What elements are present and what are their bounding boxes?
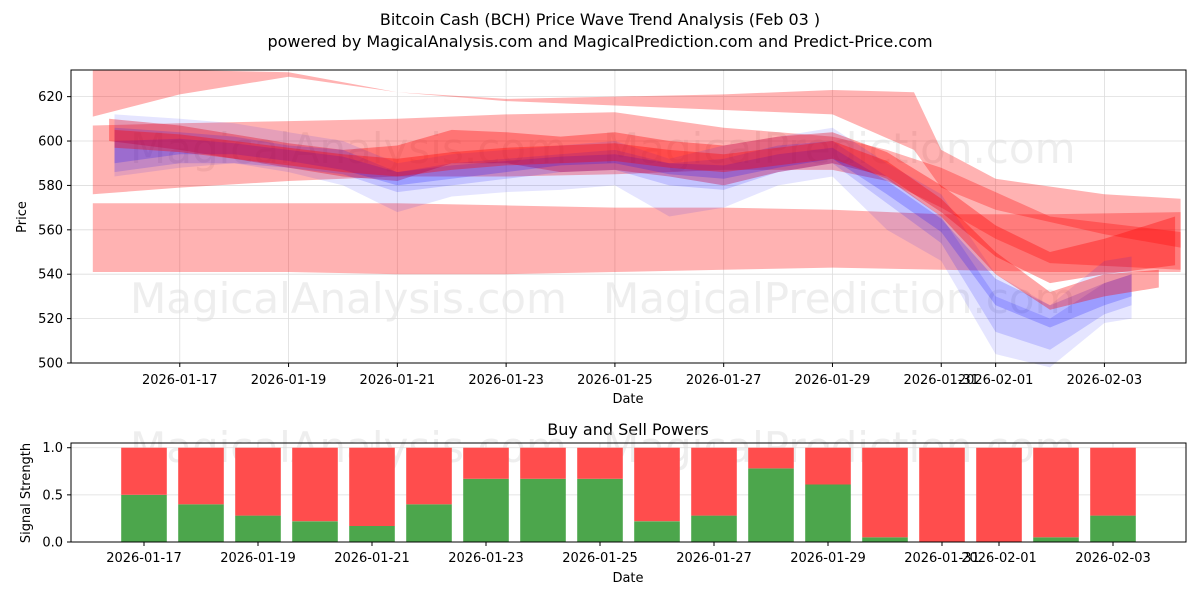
price-band-blue-band-core [114, 138, 1132, 328]
top-plot-frame [70, 69, 1187, 364]
buy-bar [520, 478, 566, 542]
buy-bar [634, 521, 680, 542]
sell-bar [862, 447, 908, 538]
sell-bar [976, 447, 1022, 542]
top-x-tick-label: 2026-01-25 [577, 373, 653, 388]
sell-bar [292, 447, 338, 522]
sell-bar [1033, 447, 1079, 538]
top-x-tick-label: 2026-01-31 [903, 373, 979, 388]
bottom-x-tick-label: 2026-01-19 [220, 551, 296, 566]
top-x-tick-label: 2026-01-21 [360, 373, 436, 388]
bottom-x-tick-label: 2026-01-23 [448, 551, 524, 566]
bottom-x-tick-label: 2026-01-21 [334, 551, 410, 566]
price-band-blue-band-wide [114, 114, 1132, 368]
price-band-red-band-core [114, 129, 1159, 310]
sell-bar [235, 447, 281, 516]
price-band-red-band-upper [92, 112, 1181, 270]
top-x-tick-label: 2026-01-17 [142, 373, 218, 388]
bottom-y-tick-label: 0.5 [42, 488, 63, 503]
top-y-axis-label: Price [15, 201, 30, 233]
buy-bar [121, 494, 167, 542]
buy-bar [235, 515, 281, 542]
top-y-tick-label: 540 [38, 268, 63, 283]
buy-bar [463, 478, 509, 542]
buy-bar [691, 515, 737, 542]
sell-bar [1090, 447, 1136, 516]
sell-bar [406, 447, 452, 505]
sell-bar [463, 447, 509, 479]
bottom-plot-frame [70, 442, 1187, 543]
buy-bar [805, 484, 851, 542]
top-x-tick-label: 2026-02-03 [1067, 373, 1143, 388]
sell-bar [691, 447, 737, 516]
watermark-text: MagicalPrediction.com [603, 124, 1076, 173]
top-y-tick-label: 560 [38, 223, 63, 238]
price-band-red-band-wide [92, 70, 1181, 248]
buy-bar [349, 526, 395, 542]
sell-bar [805, 447, 851, 485]
bottom-x-tick-label: 2026-01-25 [562, 551, 638, 566]
buy-bar [292, 521, 338, 542]
watermark-text: MagicalPrediction.com [603, 274, 1076, 323]
sell-bar [121, 447, 167, 495]
bottom-x-tick-label: 2026-01-17 [106, 551, 182, 566]
sell-bar [520, 447, 566, 479]
buy-bar [1090, 515, 1136, 542]
bottom-x-axis-label: Date [612, 571, 643, 586]
sell-bar [634, 447, 680, 522]
buy-bar [1033, 537, 1079, 542]
bottom-y-tick-label: 0.0 [42, 536, 63, 551]
top-watermarks: MagicalAnalysis.com MagicalPrediction.co… [130, 124, 1076, 323]
bottom-chart-title: Buy and Sell Powers [547, 420, 709, 439]
sell-bar [748, 447, 794, 469]
price-band-red-band-strong [109, 118, 1176, 284]
watermark-text: MagicalAnalysis.com [130, 274, 567, 323]
bottom-y-axis-label: Signal Strength [19, 443, 34, 543]
top-y-tick-label: 600 [38, 135, 63, 150]
top-x-axis-label: Date [612, 392, 643, 407]
bottom-x-tick-label: 2026-02-01 [961, 551, 1037, 566]
chart-subtitle: powered by MagicalAnalysis.com and Magic… [267, 32, 932, 51]
sell-bar [577, 447, 623, 479]
top-x-tick-label: 2026-01-27 [686, 373, 762, 388]
top-x-tick-label: 2026-02-01 [958, 373, 1034, 388]
top-x-tick-label: 2026-01-29 [795, 373, 871, 388]
bottom-y-tick-label: 1.0 [42, 441, 63, 456]
price-band-red-band-low [92, 203, 1181, 275]
top-y-tick-label: 500 [38, 357, 63, 372]
watermark-text: MagicalAnalysis.com [130, 124, 567, 173]
buy-bar [748, 468, 794, 542]
top-x-tick-label: 2026-01-19 [251, 373, 327, 388]
buy-bar [406, 504, 452, 542]
buy-bar [178, 504, 224, 542]
top-x-tick-label: 2026-01-23 [468, 373, 544, 388]
price-band-blue-band-inner [114, 127, 1132, 350]
top-bands [92, 70, 1181, 368]
sell-bar [349, 447, 395, 526]
top-y-tick-label: 620 [38, 90, 63, 105]
sell-bar [178, 447, 224, 505]
top-x-axis: 2026-01-17 2026-01-19 2026-01-21 2026-01-23… [142, 363, 1142, 388]
bottom-x-axis: 2026-01-17 2026-01-19 2026-01-21 2026-01-23… [106, 542, 1151, 566]
bottom-x-tick-label: 2026-01-31 [904, 551, 980, 566]
bottom-x-tick-label: 2026-01-29 [790, 551, 866, 566]
top-y-tick-label: 520 [38, 312, 63, 327]
top-y-tick-label: 580 [38, 179, 63, 194]
buy-bar [862, 537, 908, 542]
bottom-x-tick-label: 2026-02-03 [1075, 551, 1151, 566]
sell-bar [919, 447, 965, 542]
chart-title: Bitcoin Cash (BCH) Price Wave Trend Anal… [380, 10, 820, 29]
bottom-x-tick-label: 2026-01-27 [676, 551, 752, 566]
bottom-y-axis: 0.0 0.5 1.0 [42, 441, 71, 551]
bottom-bars [121, 447, 1136, 542]
buy-bar [577, 478, 623, 542]
top-grid [71, 70, 1186, 364]
top-y-axis: 500 520 540 560 580 600 620 [38, 90, 71, 372]
